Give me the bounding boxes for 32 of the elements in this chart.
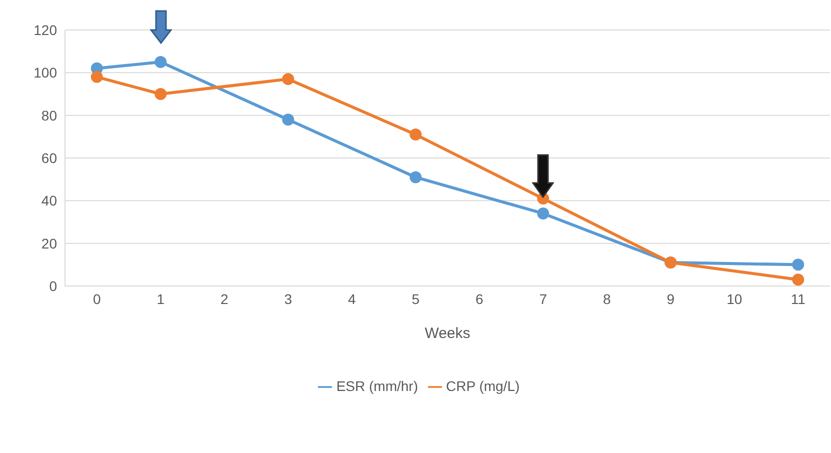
point (154, 88, 167, 100)
x-tick-label: 2 (220, 290, 228, 307)
x-tick-label: 0 (92, 290, 101, 307)
point (410, 128, 422, 141)
y-tick-label: 100 (34, 64, 58, 81)
x-tick-label: 1 (156, 290, 165, 307)
y-tick-label: 120 (34, 22, 58, 38)
y-tick-label: 80 (41, 107, 58, 124)
legend-label: CRP (mg/L) (446, 378, 520, 394)
y-tick-label: 40 (41, 192, 58, 209)
y-tick-label: 60 (41, 150, 58, 166)
x-tick-label: 11 (790, 290, 806, 307)
x-tick-label: 9 (666, 290, 675, 307)
x-axis-title: Weeks (424, 325, 470, 342)
x-tick-label: 7 (539, 290, 548, 307)
legend-label: ESR (mm/hr) (336, 378, 418, 394)
x-tick-label: 10 (726, 290, 742, 307)
x-tick-label: 4 (348, 290, 356, 307)
point (410, 171, 422, 184)
y-tick-label: 0 (49, 278, 58, 294)
x-tick-label: 6 (475, 290, 484, 307)
y-tick-label: 20 (41, 235, 58, 252)
point (90, 70, 103, 83)
point (282, 114, 294, 126)
point (792, 274, 804, 286)
point (792, 258, 804, 271)
point (537, 207, 550, 220)
point (154, 56, 167, 68)
x-tick-label: 3 (284, 290, 292, 307)
x-tick-label: 8 (602, 290, 611, 307)
x-tick-label: 5 (412, 290, 420, 307)
point (282, 73, 294, 86)
